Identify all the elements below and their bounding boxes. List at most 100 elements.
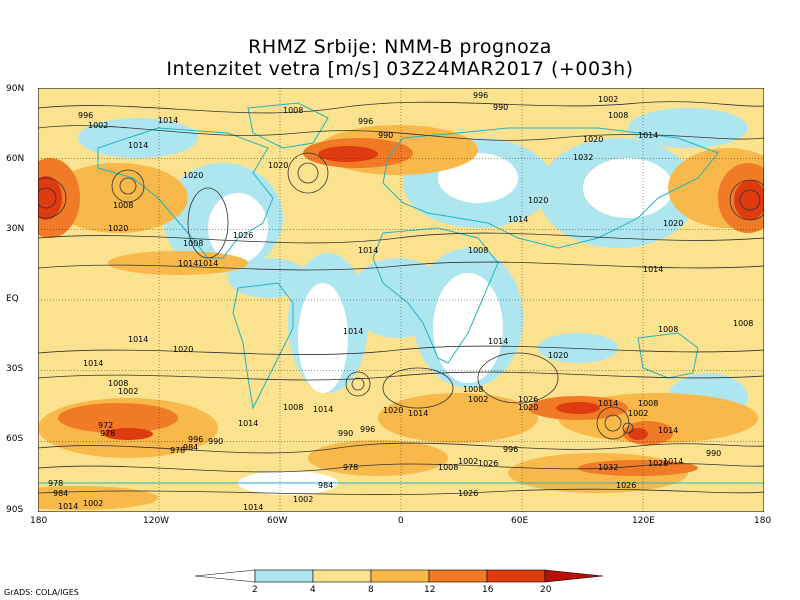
isobar-label: 1020 <box>583 135 603 144</box>
isobar-label: 1014 <box>83 359 103 368</box>
coastlines <box>38 102 764 484</box>
isobar-label: 1002 <box>468 395 488 404</box>
isobar-label: 1002 <box>598 95 618 104</box>
colorbar-segment-0 <box>195 569 256 583</box>
isobar-label: 1020 <box>383 406 403 415</box>
lat-label-30s: 30S <box>6 364 24 374</box>
isobar-label: 1008 <box>463 385 483 394</box>
map-title: RHMZ Srbije: NMM-B prognoza <box>248 36 552 58</box>
isobar-label: 1008 <box>283 403 303 412</box>
isobar-label: 1008 <box>438 463 458 472</box>
extreme-wind-cores <box>38 146 764 440</box>
isobar-label: 1026 <box>518 395 538 404</box>
colorbar-tick: 4 <box>310 585 316 595</box>
colorbar-segment-3 <box>370 569 430 583</box>
map-subtitle: Intenzitet vetra [m/s] 03Z24MAR2017 (+00… <box>166 58 634 80</box>
isobar-label: 990 <box>378 131 393 140</box>
isobar-label: 972 <box>98 421 113 430</box>
isobar-label: 1032 <box>573 153 593 162</box>
isobar-label: 1026 <box>478 459 498 468</box>
wind-speed-map: 996 1002 1008 1014 996 990 996 990 1002 … <box>38 88 764 512</box>
isobar-label: 1020 <box>183 171 203 180</box>
isobar-label: 996 <box>358 117 373 126</box>
isobar-label: 996 <box>78 111 93 120</box>
isobar-label: 1020 <box>268 161 288 170</box>
colorbar-segment-5 <box>486 569 546 583</box>
isobar-label: 978 <box>343 463 358 472</box>
isobar-label: 1020 <box>173 345 193 354</box>
isobar-label: 1014 <box>158 116 178 125</box>
lat-label-60s: 60S <box>6 434 24 444</box>
isobar-label: 990 <box>706 449 721 458</box>
isobar-label: 978 <box>170 446 185 455</box>
isobar-label: 1008 <box>658 325 678 334</box>
colorbar-tick: 16 <box>482 585 494 595</box>
isobar-label: 1020 <box>518 403 538 412</box>
colorbar-tick: 2 <box>252 585 258 595</box>
isobar-label: 1014 <box>343 327 363 336</box>
lon-label-180w: 180 <box>30 516 48 526</box>
isobar-label: 1002 <box>88 121 108 130</box>
colorbar-tick: 12 <box>424 585 436 595</box>
isobar-label: 1014 <box>128 141 148 150</box>
colorbar-segment-4 <box>428 569 488 583</box>
isobar-label: 1008 <box>113 201 133 210</box>
isobar-label: 1008 <box>608 111 628 120</box>
isobar-label: 996 <box>188 435 203 444</box>
pressure-labels: 996 1002 1008 1014 996 990 996 990 1002 … <box>48 91 753 512</box>
isobar-label: 1014 <box>508 215 528 224</box>
lat-label-60n: 60N <box>6 154 25 164</box>
isobar-label: 1014 <box>243 503 263 512</box>
lon-label-120e: 120E <box>632 516 655 526</box>
lon-label-180e: 180 <box>754 516 772 526</box>
lon-label-60e: 60E <box>511 516 529 526</box>
grads-credit: GrADS: COLA/IGES <box>4 588 79 597</box>
lat-label-90n: 90N <box>6 84 25 94</box>
isobar-label: 978 <box>48 479 63 488</box>
isobar-label: 1020 <box>663 219 683 228</box>
isobar-label: 1008 <box>638 399 658 408</box>
isobar-contours <box>38 101 764 495</box>
colorbar-segment-1 <box>254 569 314 583</box>
isobar-label: 1014 <box>408 409 428 418</box>
isobar-label: 1014 <box>658 426 678 435</box>
isobar-label: 1020 <box>528 196 548 205</box>
isobar-label: 990 <box>493 103 508 112</box>
isobar-label: 1014 <box>663 457 683 466</box>
isobar-label: 1014 <box>358 246 378 255</box>
isobar-label: 1008 <box>283 106 303 115</box>
lat-label-90s: 90S <box>6 505 24 515</box>
isobar-label: 1014 <box>58 502 78 511</box>
isobar-label: 990 <box>338 429 353 438</box>
lat-label-eq: EQ <box>6 294 19 304</box>
isobar-label: 1014 <box>638 131 658 140</box>
lon-label-60w: 60W <box>267 516 288 526</box>
isobar-label: 1014 <box>238 419 258 428</box>
isobar-label: 1032 <box>598 463 618 472</box>
isobar-label: 1020 <box>548 351 568 360</box>
colorbar <box>195 569 604 583</box>
isobar-label: 978 <box>100 429 115 438</box>
very-calm-zones <box>208 153 673 495</box>
isobar-label: 984 <box>183 443 198 452</box>
isobar-label: 1008 <box>733 319 753 328</box>
colorbar-tick: 20 <box>540 585 552 595</box>
isobar-label: 1002 <box>293 495 313 504</box>
lon-label-120w: 120W <box>143 516 170 526</box>
isobar-label: 1014 <box>313 405 333 414</box>
isobar-label: 984 <box>53 489 68 498</box>
isobar-label: 1014 <box>488 337 508 346</box>
colorbar-tick: 8 <box>368 585 374 595</box>
isobar-label: 1014 <box>178 259 198 268</box>
isobar-label: 1002 <box>458 457 478 466</box>
isobar-label: 984 <box>318 481 333 490</box>
isobar-label: 1008 <box>468 246 488 255</box>
isobar-label: 1008 <box>183 239 203 248</box>
isobar-label: 1002 <box>118 387 138 396</box>
isobar-label: 1026 <box>233 231 253 240</box>
lon-label-0: 0 <box>398 516 404 526</box>
lat-label-30n: 30N <box>6 224 25 234</box>
isobar-label: 996 <box>360 425 375 434</box>
isobar-label: 996 <box>473 91 488 100</box>
isobar-label: 1020 <box>108 224 128 233</box>
